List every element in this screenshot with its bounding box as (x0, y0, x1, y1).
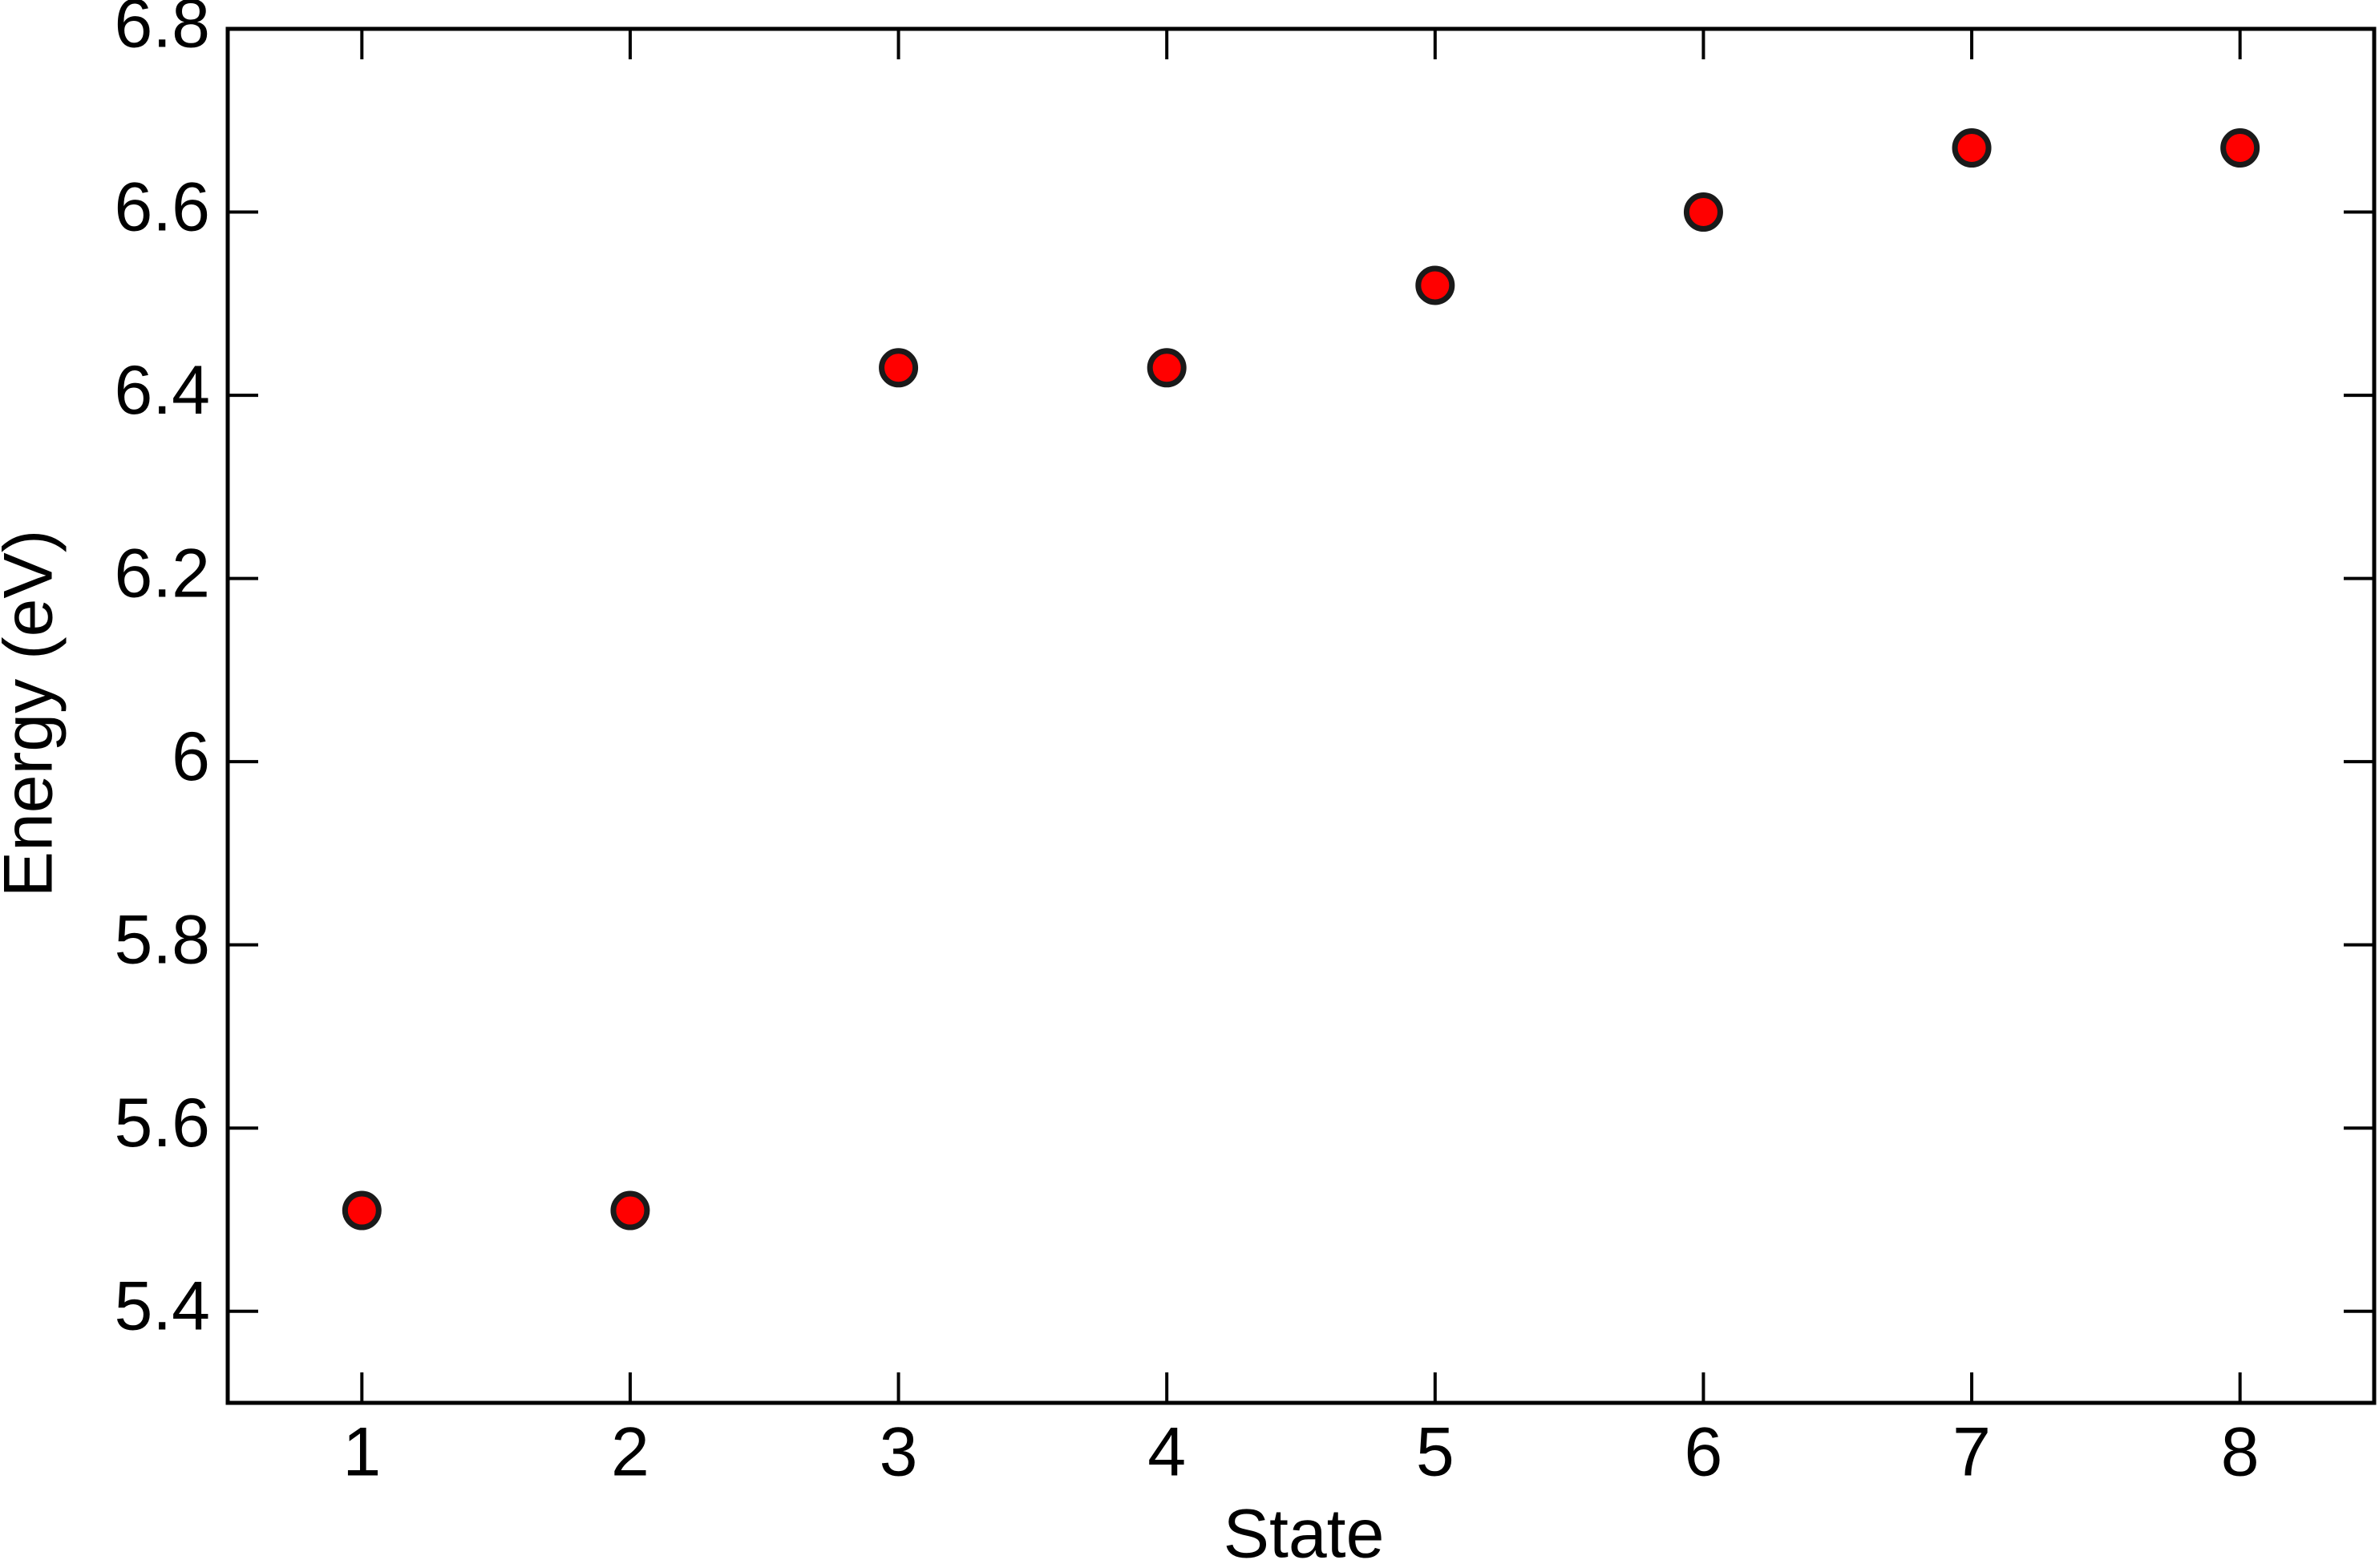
y-tick-label: 6.4 (114, 352, 210, 429)
y-tick-label: 6.8 (114, 0, 210, 63)
point (1952, 128, 1992, 168)
point (610, 1190, 650, 1231)
x-tick-label: 2 (611, 1414, 649, 1491)
x-tick-label: 5 (1416, 1414, 1455, 1491)
plot-frame (225, 26, 2377, 1405)
x-axis-label: State (1224, 1496, 1385, 1568)
x-tick-label: 1 (342, 1414, 381, 1491)
y-tick-label: 6.2 (114, 535, 210, 612)
point (1683, 192, 1723, 232)
x-tick-label: 6 (1685, 1414, 1723, 1491)
y-tick-label: 5.8 (114, 901, 210, 978)
y-axis-label: Energy (eV) (0, 530, 67, 898)
point (1147, 348, 1187, 388)
x-tick-label: 8 (2221, 1414, 2260, 1491)
point (879, 348, 919, 388)
y-tick-label: 6 (172, 718, 210, 795)
x-tick-label: 4 (1147, 1414, 1186, 1491)
y-tick-label: 5.6 (114, 1085, 210, 1162)
point (1415, 265, 1455, 305)
x-tick-label: 3 (880, 1414, 918, 1491)
x-tick-label: 7 (1952, 1414, 1991, 1491)
y-tick-label: 6.6 (114, 168, 210, 245)
y-tick-label: 5.4 (114, 1267, 210, 1344)
point (2220, 128, 2260, 168)
point (342, 1190, 382, 1231)
